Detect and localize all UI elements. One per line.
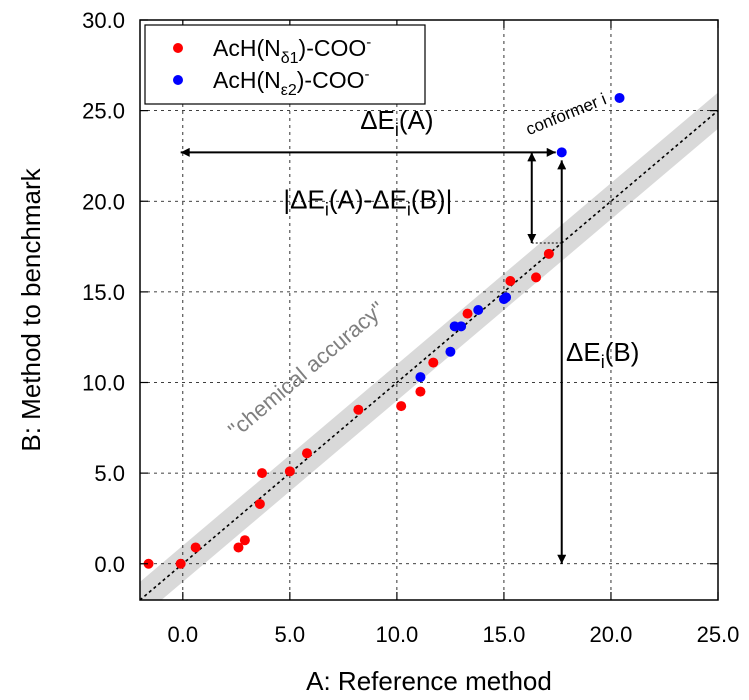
data-point-series-2 (456, 321, 467, 332)
data-point-series-1 (254, 498, 265, 509)
y-tick-label: 5.0 (94, 461, 125, 486)
data-points (143, 92, 625, 569)
data-point-series-1 (543, 248, 554, 259)
data-point-series-1 (284, 466, 295, 477)
data-point-series-2 (473, 305, 484, 315)
x-tick-label: 10.0 (375, 622, 418, 647)
y-tick-label: 30.0 (82, 8, 125, 33)
legend: AcH(Nδ1)-COO- AcH(Nε2)-COO- (144, 24, 426, 105)
legend-marker-series-1 (173, 43, 183, 53)
data-point-series-2 (445, 346, 456, 357)
legend-marker-series-2 (173, 75, 183, 85)
data-point-series-1 (190, 542, 201, 553)
data-point-series-1 (239, 535, 250, 546)
x-tick-label: 15.0 (483, 622, 526, 647)
data-point-series-1 (233, 542, 244, 553)
conformer-label: conformer i (523, 89, 609, 139)
y-tick-label: 15.0 (82, 280, 125, 305)
axis-ticks: 0.0 5.0 10.0 15.0 20.0 25.0 0.0 5.0 10.0 15.0 20.0… (82, 8, 739, 647)
y-tick-label: 20.0 (82, 189, 125, 214)
reference-line (140, 109, 718, 600)
y-axis-label: B: Method to benchmark (16, 167, 46, 451)
data-point-series-1 (462, 308, 473, 319)
legend-label-series-1: AcH(Nδ1)-COO- (213, 34, 371, 67)
identity-line (140, 109, 718, 600)
x-tick-label: 25.0 (697, 622, 740, 647)
legend-label-series-2: AcH(Nε2)-COO- (213, 66, 369, 99)
y-tick-label: 0.0 (94, 552, 125, 577)
data-point-series-1 (301, 448, 312, 459)
data-point-series-2 (556, 147, 567, 158)
delta-e-a-label: ΔEi(A) (360, 105, 433, 140)
data-point-series-1 (428, 357, 439, 368)
x-tick-label: 0.0 (168, 622, 199, 647)
legend-box (144, 24, 426, 105)
data-point-series-1 (143, 558, 154, 569)
data-point-series-1 (353, 404, 364, 415)
data-point-series-1 (505, 276, 516, 286)
x-axis-label: A: Reference method (306, 666, 552, 696)
data-point-series-1 (531, 272, 542, 283)
data-point-series-2 (614, 92, 625, 103)
data-point-series-1 (257, 468, 268, 479)
x-tick-label: 5.0 (275, 622, 306, 647)
chemical-accuracy-band (140, 92, 718, 600)
data-point-series-1 (175, 558, 186, 569)
data-point-series-1 (396, 401, 407, 412)
y-tick-label: 25.0 (82, 99, 125, 124)
x-tick-label: 20.0 (590, 622, 633, 647)
delta-e-b-label: ΔEi(B) (566, 337, 639, 372)
difference-label: |ΔEi(A)-ΔEi(B)| (283, 185, 452, 220)
accuracy-band-area (140, 92, 718, 600)
y-tick-label: 10.0 (82, 371, 125, 396)
data-point-series-2 (415, 372, 426, 383)
plot-frame (139, 19, 719, 601)
data-point-series-1 (415, 386, 426, 397)
data-point-series-2 (501, 292, 512, 303)
